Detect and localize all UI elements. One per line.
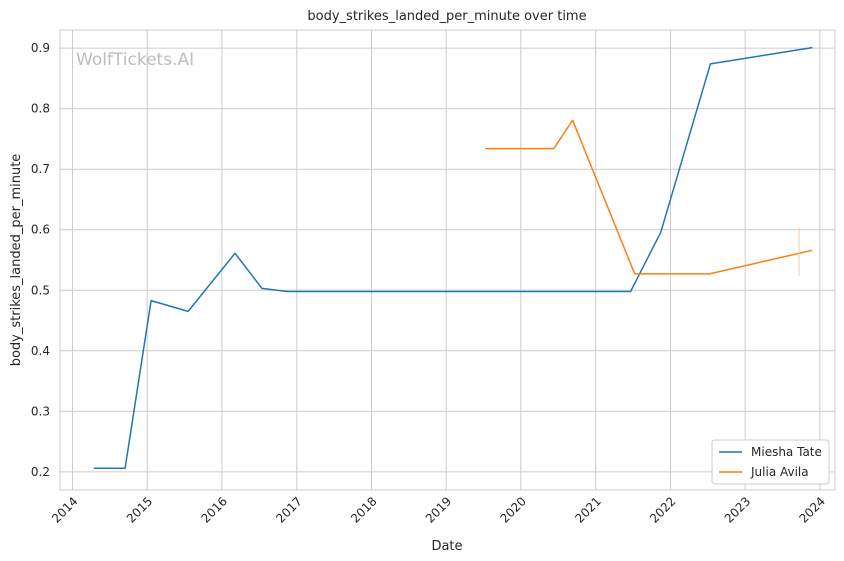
y-tick-label: 0.2 [31, 465, 50, 479]
y-tick-label: 0.4 [31, 344, 50, 358]
y-tick-label: 0.6 [31, 223, 50, 237]
x-tick-label: 2020 [497, 494, 528, 525]
x-tick-label: 2018 [348, 494, 379, 525]
x-tick-label: 2024 [796, 494, 827, 525]
chart-title: body_strikes_landed_per_minute over time [307, 9, 586, 24]
legend: Miesha Tate Julia Avila [711, 439, 830, 485]
series-line-miesha-tate [93, 46, 813, 469]
watermark: WolfTickets.AI [76, 50, 194, 70]
series-line-julia-avila [485, 119, 813, 275]
x-tick-label: 2023 [722, 494, 753, 525]
x-tick-label: 2017 [273, 494, 304, 525]
legend-label-julia-avila: Julia Avila [750, 465, 809, 479]
y-axis-label: body_strikes_landed_per_minute [9, 154, 24, 367]
legend-label-miesha-tate: Miesha Tate [751, 445, 822, 459]
legend-box [711, 439, 830, 485]
x-axis-label: Date [431, 539, 462, 554]
x-tick-label: 2019 [423, 494, 454, 525]
y-tick-label: 0.9 [31, 41, 50, 55]
x-tick-labels: 2014 2015 2016 2017 2018 2019 2020 2021 2022 2023… [49, 494, 828, 525]
x-tick-label: 2022 [647, 494, 678, 525]
x-tick-label: 2021 [572, 494, 603, 525]
y-tick-label: 0.3 [31, 404, 50, 418]
y-tick-label: 0.8 [31, 102, 50, 116]
x-tick-label: 2016 [198, 494, 229, 525]
plot-area [59, 29, 836, 491]
y-tick-labels: 0.2 0.3 0.4 0.5 0.6 0.7 0.8 0.9 [31, 41, 50, 479]
x-tick-label: 2014 [49, 494, 80, 525]
series-lines [93, 46, 813, 469]
y-tick-label: 0.7 [31, 162, 50, 176]
y-tick-label: 0.5 [31, 283, 50, 297]
x-tick-label: 2015 [124, 494, 155, 525]
grid-lines [60, 30, 835, 490]
